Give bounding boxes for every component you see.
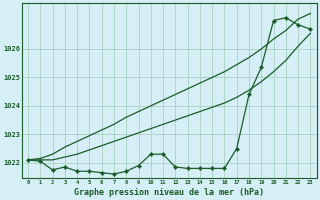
X-axis label: Graphe pression niveau de la mer (hPa): Graphe pression niveau de la mer (hPa) bbox=[74, 188, 264, 197]
